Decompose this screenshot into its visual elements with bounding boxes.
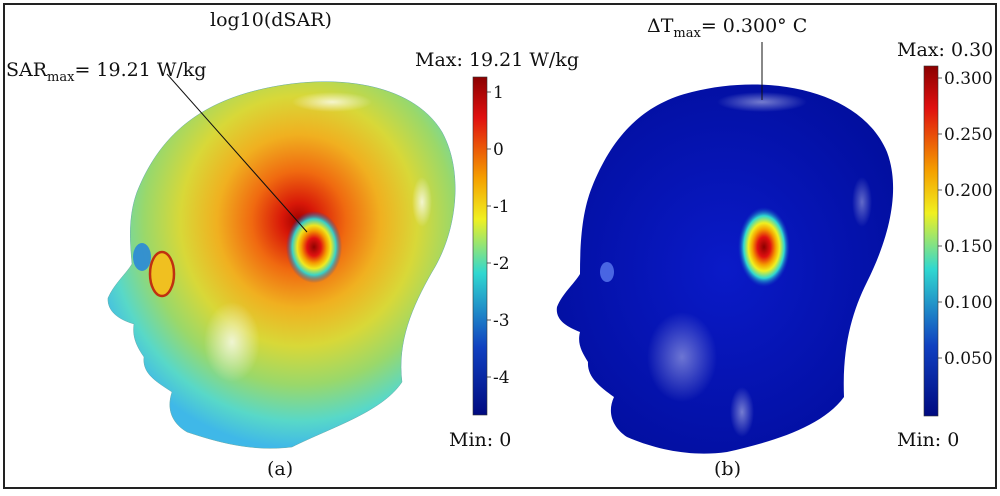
colorbar-tick-label: -1 (493, 197, 510, 217)
colorbar-tick-label: 1 (493, 83, 504, 103)
colorbar-tick-label: 0.300 (944, 69, 993, 89)
head-a-silhouette (107, 81, 456, 449)
sar-title: log10(dSAR) (210, 9, 332, 31)
colorbar-b-min: Min: 0 (897, 429, 959, 451)
colorbar-tick-label: -4 (493, 368, 510, 388)
colorbar-b-max: Max: 0.30 (897, 39, 993, 61)
colorbar-tick-label: -2 (493, 254, 510, 274)
sar-annotation: SARmax= 19.21 W/kg (6, 59, 206, 85)
colorbar-tick-label: 0.100 (944, 293, 993, 313)
colorbar-tick-label: 0.250 (944, 125, 993, 145)
caption-a: (a) (267, 458, 293, 480)
panel-b: ΔTmax= 0.300° C Max: 0.30 0.300 0.250 0.20… (556, 15, 993, 480)
colorbar-tick-label: -3 (493, 311, 510, 331)
colorbar-a (472, 76, 488, 416)
colorbar-b-ticks: 0.300 0.250 0.200 0.150 0.100 0.050 (938, 69, 993, 369)
figure-svg: log10(dSAR) SARmax= 19.21 W/kg Max: 19.2… (6, 9, 993, 480)
colorbar-b (923, 65, 939, 417)
colorbar-a-ticks: 1 0 -1 -2 -3 -4 (487, 83, 510, 388)
panel-a: log10(dSAR) SARmax= 19.21 W/kg Max: 19.2… (6, 9, 579, 480)
ear-a (148, 250, 176, 298)
head-b-silhouette (556, 84, 894, 454)
temperature-hotspot (738, 207, 790, 287)
figure-frame: log10(dSAR) SARmax= 19.21 W/kg Max: 19.2… (3, 3, 997, 489)
caption-b: (b) (714, 458, 741, 480)
dt-annotation: ΔTmax= 0.300° C (647, 15, 807, 41)
colorbar-tick-label: 0.200 (944, 181, 993, 201)
colorbar-a-min: Min: 0 (449, 429, 511, 451)
colorbar-a-max: Max: 19.21 W/kg (415, 49, 579, 71)
sar-pointer-line (166, 73, 308, 233)
sar-hotspot (286, 211, 342, 283)
colorbar-tick-label: 0 (493, 140, 504, 160)
colorbar-tick-label: 0.050 (944, 349, 993, 369)
colorbar-tick-label: 0.150 (944, 237, 993, 257)
